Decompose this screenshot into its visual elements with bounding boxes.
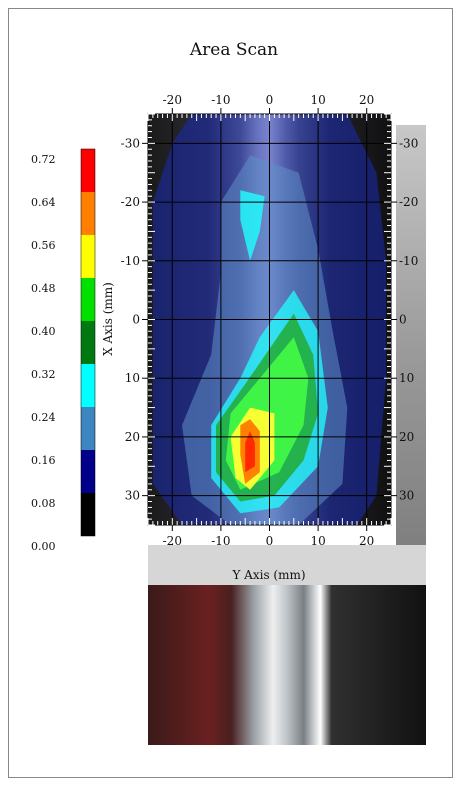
y-tick-label-right: 0	[399, 313, 407, 327]
y-tick-label-left: -30	[121, 136, 140, 150]
colorbar-tick-label: 0.16	[31, 454, 56, 467]
right-photo-strip	[396, 125, 426, 585]
y-tick-label-right: -20	[399, 195, 418, 209]
x-tick-label-bottom: -10	[211, 534, 230, 548]
colorbar-border	[80, 148, 96, 537]
chart-title: Area Scan	[189, 40, 278, 60]
y-tick-label-right: -30	[399, 136, 418, 150]
x-tick-label-bottom: 0	[266, 534, 274, 548]
colorbar-tick-label: 0.00	[31, 540, 56, 553]
colorbar-tick-label: 0.64	[31, 196, 56, 209]
x-tick-label-bottom: 10	[310, 534, 325, 548]
y-tick-label-right: 10	[399, 371, 414, 385]
x-tick-label-bottom: 20	[359, 534, 374, 548]
contour-level-0-64-8	[245, 431, 255, 473]
y-tick-label-left: 10	[125, 371, 140, 385]
colorbar-swatch	[81, 149, 95, 192]
colorbar-tick-label: 0.48	[31, 282, 56, 295]
colorbar-tick-label: 0.32	[31, 368, 56, 381]
colorbar-swatch	[81, 407, 95, 450]
colorbar: 0.72 0.64 0.56 0.48 0.40 0.32 0.24 0.16 0.08 0.00	[31, 148, 96, 553]
y-axis-label: X Axis (mm)	[101, 282, 115, 356]
x-tick-label-top: 20	[359, 93, 374, 107]
colorbar-swatch	[81, 278, 95, 321]
x-tick-label-top: -20	[163, 93, 182, 107]
y-tick-label-left: 20	[125, 430, 140, 444]
colorbar-tick-label: 0.72	[31, 153, 56, 166]
x-tick-label-bottom: -20	[163, 534, 182, 548]
y-tick-label-left: 30	[125, 489, 140, 503]
colorbar-swatch	[81, 321, 95, 364]
y-tick-label-right: 30	[399, 489, 414, 503]
y-tick-label-right: 20	[399, 430, 414, 444]
figure-frame: Area Scan -20 -10 0 10 20 -20 -10 0 10 20 -30 -20…	[8, 8, 453, 778]
colorbar-swatch	[81, 450, 95, 493]
x-tick-label-top: 0	[266, 93, 274, 107]
lower-photo	[148, 585, 426, 745]
colorbar-tick-label: 0.56	[31, 239, 56, 252]
plot-area	[147, 113, 392, 526]
colorbar-tick-label: 0.40	[31, 325, 56, 338]
colorbar-tick-label: 0.24	[31, 411, 56, 424]
y-tick-label-left: 0	[132, 313, 140, 327]
y-tick-label-right: -10	[399, 254, 418, 268]
lower-photo-band	[148, 545, 426, 585]
colorbar-swatch	[81, 493, 95, 536]
colorbar-swatch	[81, 364, 95, 407]
contour-level-0-24-3	[240, 190, 265, 261]
colorbar-swatch	[81, 192, 95, 235]
x-tick-label-top: -10	[211, 93, 230, 107]
area-scan-chart: Area Scan -20 -10 0 10 20 -20 -10 0 10 20 -30 -20…	[31, 40, 426, 745]
y-tick-label-left: -10	[121, 254, 140, 268]
colorbar-swatch	[81, 235, 95, 278]
y-tick-label-left: -20	[121, 195, 140, 209]
x-tick-label-top: 10	[310, 93, 325, 107]
x-axis-label: Y Axis (mm)	[231, 568, 305, 582]
colorbar-tick-label: 0.08	[31, 497, 56, 510]
